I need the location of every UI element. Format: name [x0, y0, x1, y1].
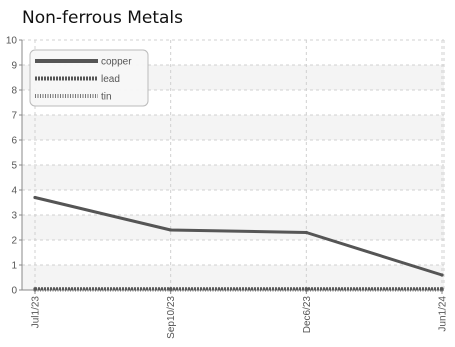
data-point-lead[interactable] [33, 287, 37, 291]
data-point-copper[interactable] [304, 230, 308, 235]
plot-band [22, 115, 444, 140]
x-tick-label: Jul1/23 [31, 296, 42, 329]
legend-label-lead: lead [101, 74, 120, 85]
y-tick-label: 6 [11, 136, 17, 147]
y-tick-label: 3 [11, 211, 17, 222]
data-point-copper[interactable] [440, 273, 444, 277]
chart-title: Non-ferrous Metals [22, 8, 184, 28]
y-tick-label: 2 [11, 236, 17, 247]
legend-label-tin: tin [101, 92, 112, 103]
y-tick-label: 7 [11, 111, 17, 122]
legend: copper lead tin [29, 49, 149, 107]
plot-band [22, 265, 444, 290]
plot-band [22, 215, 444, 240]
legend-label-copper: copper [101, 57, 132, 68]
y-tick-label: 5 [11, 161, 17, 172]
data-point-lead[interactable] [304, 287, 308, 291]
series-lines [33, 195, 444, 292]
y-tick-label: 8 [11, 86, 17, 97]
data-point-lead[interactable] [169, 287, 173, 291]
x-tick-label: Dec6/23 [302, 296, 313, 334]
data-point-copper[interactable] [33, 195, 37, 200]
y-tick-label: 0 [11, 286, 17, 297]
y-axis-ticks: 0 1 2 3 4 5 6 7 8 9 10 [6, 36, 18, 297]
y-tick-label: 1 [11, 261, 17, 272]
x-tick-label: Jun1/24 [438, 296, 449, 332]
series-line-copper [34, 196, 443, 277]
data-point-copper[interactable] [169, 228, 173, 232]
plot-band [22, 165, 444, 190]
x-axis-ticks: Jul1/23 Sep10/23 Dec6/23 Jun1/24 [31, 296, 449, 339]
y-tick-label: 10 [6, 36, 18, 47]
y-tick-label: 4 [11, 186, 17, 197]
y-tick-label: 9 [11, 61, 17, 72]
x-tick-label: Sep10/23 [166, 296, 177, 339]
data-point-lead[interactable] [440, 287, 444, 291]
